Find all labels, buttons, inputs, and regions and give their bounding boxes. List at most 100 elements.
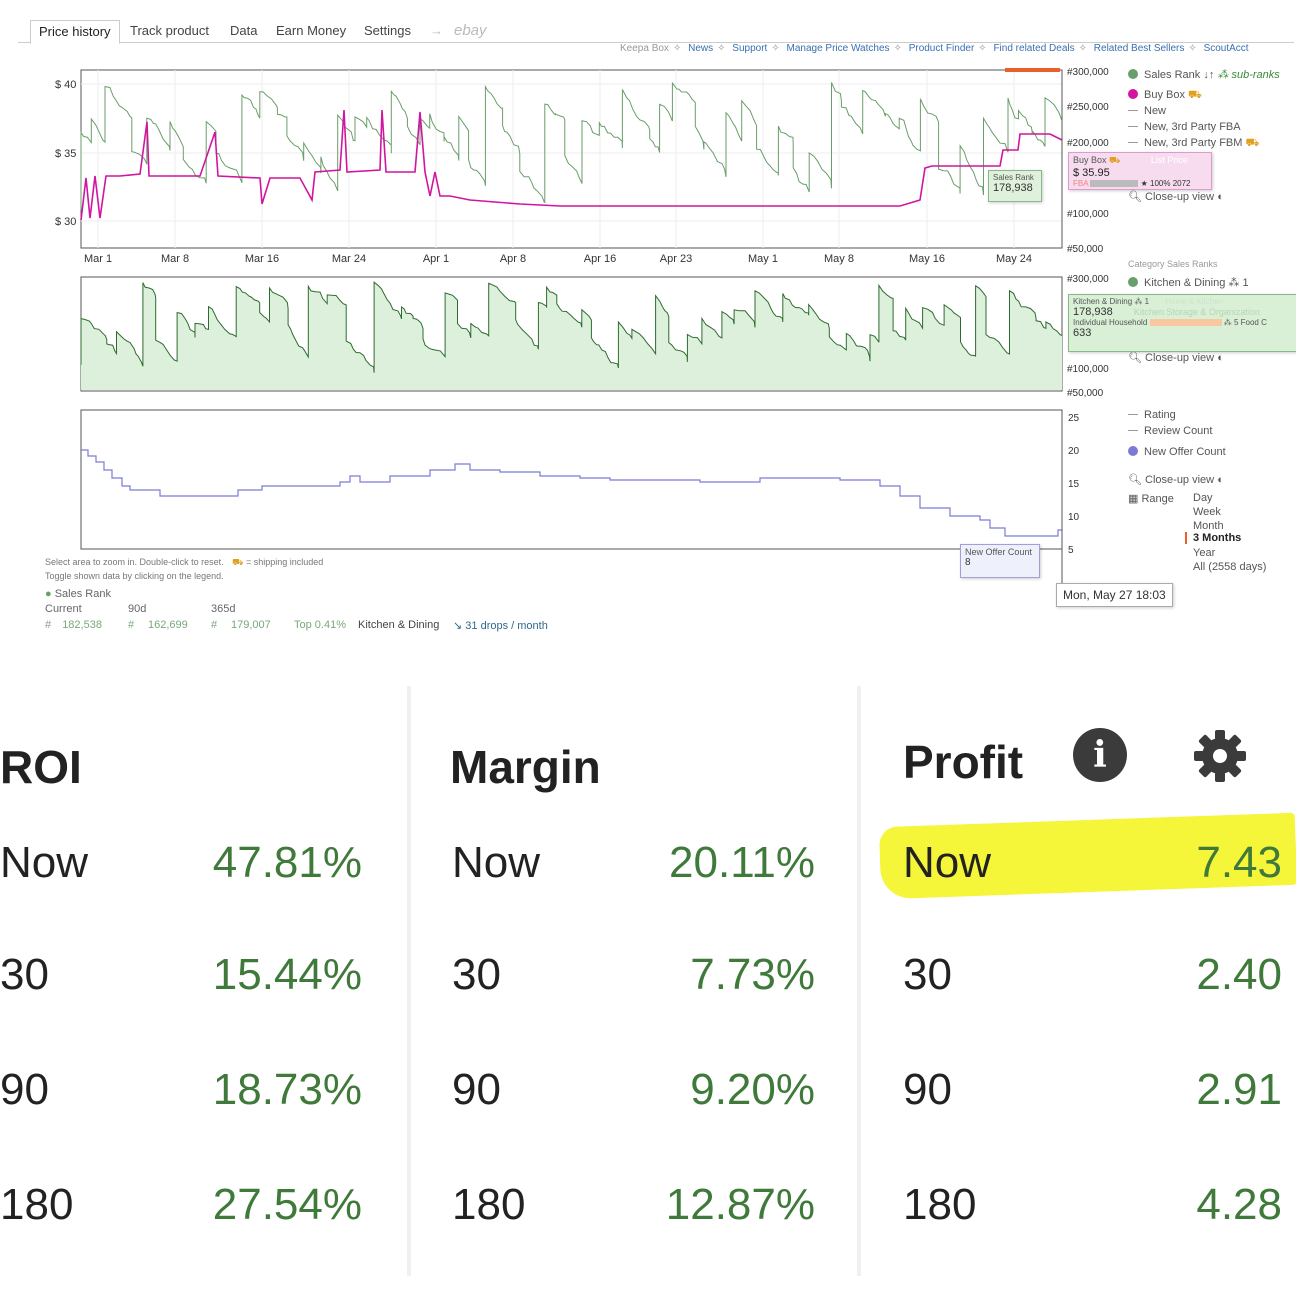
search-icon: 🔍︎	[1128, 191, 1142, 203]
profit-row-value: 2.40	[1196, 950, 1282, 999]
range-month[interactable]: Month	[1193, 520, 1224, 532]
category-ranks-heading: Category Sales Ranks	[1128, 259, 1218, 269]
margin-row-value: 20.11%	[669, 838, 815, 887]
charts-svg[interactable]: Mar 1 Mar 8 Mar 16 Mar 24 Apr 1 Apr 8 Apr 16 Ap…	[0, 0, 1296, 655]
category-tooltip: Kitchen & Dining ⁂ 1 Home & Kitchen 178,…	[1068, 294, 1296, 352]
margin-row-label: 90	[452, 1065, 501, 1114]
truck-icon: ⛟	[1245, 137, 1260, 149]
kitchen-rank-area	[81, 282, 1062, 390]
profit-row-label: Now	[903, 838, 992, 887]
x-tick-label: May 16	[909, 253, 945, 265]
buy-box-line	[80, 109, 1063, 221]
sales-rank-line	[80, 81, 1063, 210]
info-icon[interactable]: i	[1073, 728, 1127, 782]
link-manage-price-watches[interactable]: Manage Price Watches	[786, 43, 890, 54]
x-tick-label: Mar 16	[245, 253, 279, 265]
x-tick-label: May 8	[824, 253, 854, 265]
arrow-icon: →	[430, 23, 443, 38]
x-tick-label: Mar 8	[161, 253, 189, 265]
y-right-tick: #50,000	[1067, 244, 1104, 255]
legend-sales-rank[interactable]: Sales Rank ↓↑ ⁂ sub-ranks	[1128, 68, 1280, 81]
roi-row-value: 15.44%	[212, 950, 362, 999]
link-product-finder[interactable]: Product Finder	[908, 43, 975, 54]
margin-row-label: 30	[452, 950, 501, 999]
link-find-related-deals[interactable]: Find related Deals	[993, 43, 1075, 54]
legend-kitchen-dining[interactable]: Kitchen & Dining ⁂ 1	[1128, 276, 1249, 289]
range-year[interactable]: Year	[1193, 547, 1216, 559]
legend-new-fbm[interactable]: New, 3rd Party FBM ⛟	[1128, 137, 1259, 151]
tab-bar: Price history Track product Data Earn Mo…	[18, 20, 1294, 44]
roi-row-label: Now	[0, 838, 89, 887]
x-tick-label: Mar 24	[332, 253, 366, 265]
offer-count-tooltip: New Offer Count 8	[960, 544, 1040, 578]
profit-row-label: 180	[903, 1180, 977, 1229]
offer-count-chart-frame[interactable]	[80, 409, 1063, 550]
tab-ebay[interactable]: ebay	[454, 22, 487, 39]
y-right-tick: #300,000	[1067, 67, 1109, 78]
range-3-months[interactable]: 3 Months	[1185, 532, 1241, 544]
range-week[interactable]: Week	[1193, 506, 1221, 518]
legend-buy-box[interactable]: Buy Box ⛟	[1128, 89, 1202, 103]
margin-heading: Margin	[450, 741, 601, 793]
tab-price-history[interactable]: Price history	[30, 20, 120, 44]
top-links: Keepa Box ✧ News ✧ Support ✧ Manage Price W…	[620, 43, 1249, 54]
y-right-tick: #200,000	[1067, 138, 1109, 149]
legend-rating[interactable]: Rating	[1128, 409, 1176, 421]
zoom-hint: Select area to zoom in. Double-click to …	[45, 557, 324, 567]
legend-new-offer-count[interactable]: New Offer Count	[1128, 446, 1226, 458]
roi-heading: ROI	[0, 741, 82, 793]
legend-new-fba[interactable]: New, 3rd Party FBA	[1128, 121, 1241, 133]
link-scoutacct[interactable]: ScoutAcct	[1203, 43, 1249, 54]
closeup-toggle-3[interactable]: 🔍︎ Close-up view ◐	[1128, 474, 1224, 486]
link-news[interactable]: News	[688, 43, 714, 54]
profit-heading: Profit	[903, 736, 1024, 788]
sub-ranks-link[interactable]: ⁂ sub-ranks	[1217, 69, 1280, 81]
gear-icon[interactable]	[1190, 726, 1250, 786]
legend-review-count[interactable]: Review Count	[1128, 425, 1212, 437]
margin-row-value: 7.73%	[690, 950, 815, 999]
legend-new[interactable]: New	[1128, 105, 1166, 117]
link-related-best-sellers[interactable]: Related Best Sellers	[1093, 43, 1185, 54]
y-right-tick: #100,000	[1067, 209, 1109, 220]
date-tooltip: Mon, May 27 18:03	[1056, 583, 1173, 607]
range-label: ▦ Range	[1128, 493, 1174, 505]
roi-row-value: 27.54%	[212, 1180, 362, 1229]
y-tick: $ 30	[55, 216, 76, 228]
roi-row-value: 18.73%	[212, 1065, 362, 1114]
link-support[interactable]: Support	[732, 43, 768, 54]
stats-title: ● Sales Rank	[45, 588, 111, 600]
margin-row-label: 180	[452, 1180, 526, 1229]
range-day[interactable]: Day	[1193, 492, 1213, 504]
tab-earn-money[interactable]: Earn Money	[276, 23, 347, 38]
roi-row-value: 47.81%	[212, 838, 362, 887]
profit-row-value: 4.28	[1196, 1180, 1282, 1229]
profit-row-label: 90	[903, 1065, 952, 1114]
x-tick-label: Apr 23	[660, 253, 692, 265]
truck-icon: ⛟	[1188, 89, 1202, 101]
y-tick: $ 40	[55, 79, 76, 91]
search-icon: 🔍︎	[1128, 352, 1142, 364]
roi-row-label: 180	[0, 1180, 74, 1229]
tab-track-product[interactable]: Track product	[130, 23, 209, 38]
keepa-panel: Price history Track product Data Earn Mo…	[0, 0, 1296, 655]
y-right-tick: 25	[1068, 413, 1080, 424]
y-right-tick: #100,000	[1067, 364, 1109, 375]
out-of-stock-bar	[1005, 68, 1060, 72]
roi-row-label: 30	[0, 950, 49, 999]
y-right-tick: 15	[1068, 479, 1080, 490]
x-tick-label: May 1	[748, 253, 778, 265]
tab-settings[interactable]: Settings	[364, 23, 411, 38]
link-keepa-box[interactable]: Keepa Box	[620, 43, 669, 54]
closeup-toggle-2[interactable]: 🔍︎ Close-up view ◐	[1128, 352, 1224, 364]
range-all[interactable]: All (2558 days)	[1193, 561, 1267, 573]
y-right-tick: #250,000	[1067, 102, 1109, 113]
closeup-toggle-1[interactable]: 🔍︎ Close-up view ◐	[1128, 191, 1224, 203]
y-right-tick: 5	[1068, 545, 1074, 556]
tab-data[interactable]: Data	[230, 23, 258, 38]
toggle-icon: ◐	[1217, 352, 1224, 364]
hierarchy-icon: ⁂	[1228, 277, 1240, 289]
y-right-tick: #50,000	[1067, 388, 1104, 399]
x-tick-label: Apr 16	[584, 253, 616, 265]
stats-headers: Current 90d 365d	[45, 603, 236, 615]
toggle-icon: ◐	[1217, 191, 1224, 203]
